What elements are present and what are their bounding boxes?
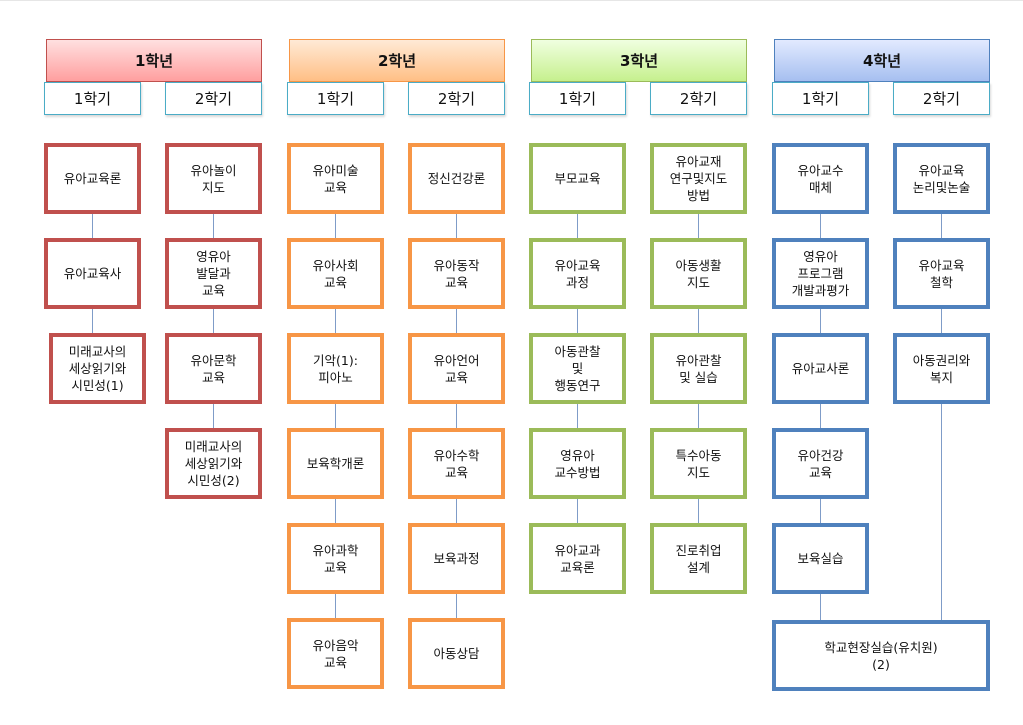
course-box: 유아교과 교육론 — [529, 523, 626, 594]
course-box: 정신건강론 — [408, 143, 505, 214]
course-box: 유아문학 교육 — [165, 333, 262, 404]
semester-label: 2학기 — [650, 82, 747, 115]
course-box: 아동생활 지도 — [650, 238, 747, 309]
course-box: 유아놀이 지도 — [165, 143, 262, 214]
connector-line — [335, 213, 336, 618]
year-header: 4학년 — [774, 39, 990, 82]
course-box: 유아교육론 — [44, 143, 141, 214]
course-box: 유아언어 교육 — [408, 333, 505, 404]
course-box: 유아교육 논리및논술 — [893, 143, 990, 214]
capstone-box: 학교현장실습(유치원) (2) — [772, 620, 990, 691]
course-box: 보육학개론 — [287, 428, 384, 499]
semester-label: 2학기 — [893, 82, 990, 115]
semester-label: 1학기 — [772, 82, 869, 115]
year-header: 2학년 — [289, 39, 505, 82]
connector-line — [213, 213, 214, 428]
course-box: 아동상담 — [408, 618, 505, 689]
course-box: 유아사회 교육 — [287, 238, 384, 309]
course-box: 유아교육 과정 — [529, 238, 626, 309]
year-header: 1학년 — [46, 39, 262, 82]
course-box: 영유아 프로그램 개발과평가 — [772, 238, 869, 309]
course-box: 영유아 교수방법 — [529, 428, 626, 499]
course-box: 유아음악 교육 — [287, 618, 384, 689]
course-box: 진로취업 설계 — [650, 523, 747, 594]
course-box: 유아수학 교육 — [408, 428, 505, 499]
semester-label: 2학기 — [165, 82, 262, 115]
course-box: 미래교사의 세상읽기와 시민성(1) — [49, 333, 146, 404]
year-header: 3학년 — [531, 39, 747, 82]
course-box: 유아동작 교육 — [408, 238, 505, 309]
semester-label: 1학기 — [44, 82, 141, 115]
connector-line — [456, 213, 457, 618]
course-box: 아동관찰 및 행동연구 — [529, 333, 626, 404]
course-box: 보육과정 — [408, 523, 505, 594]
connector-line — [941, 404, 942, 620]
semester-label: 1학기 — [529, 82, 626, 115]
course-box: 유아교재 연구및지도 방법 — [650, 143, 747, 214]
course-box: 보육실습 — [772, 523, 869, 594]
course-box: 유아교육사 — [44, 238, 141, 309]
course-box: 유아미술 교육 — [287, 143, 384, 214]
course-box: 기악(1): 피아노 — [287, 333, 384, 404]
connector-line — [820, 594, 821, 620]
course-box: 영유아 발달과 교육 — [165, 238, 262, 309]
course-box: 유아교사론 — [772, 333, 869, 404]
course-box: 미래교사의 세상읽기와 시민성(2) — [165, 428, 262, 499]
semester-label: 2학기 — [408, 82, 505, 115]
semester-label: 1학기 — [287, 82, 384, 115]
course-box: 부모교육 — [529, 143, 626, 214]
course-box: 아동권리와 복지 — [893, 333, 990, 404]
course-box: 유아관찰 및 실습 — [650, 333, 747, 404]
course-box: 유아과학 교육 — [287, 523, 384, 594]
course-box: 특수아동 지도 — [650, 428, 747, 499]
course-box: 유아건강 교육 — [772, 428, 869, 499]
course-box: 유아교육 철학 — [893, 238, 990, 309]
course-box: 유아교수 매체 — [772, 143, 869, 214]
